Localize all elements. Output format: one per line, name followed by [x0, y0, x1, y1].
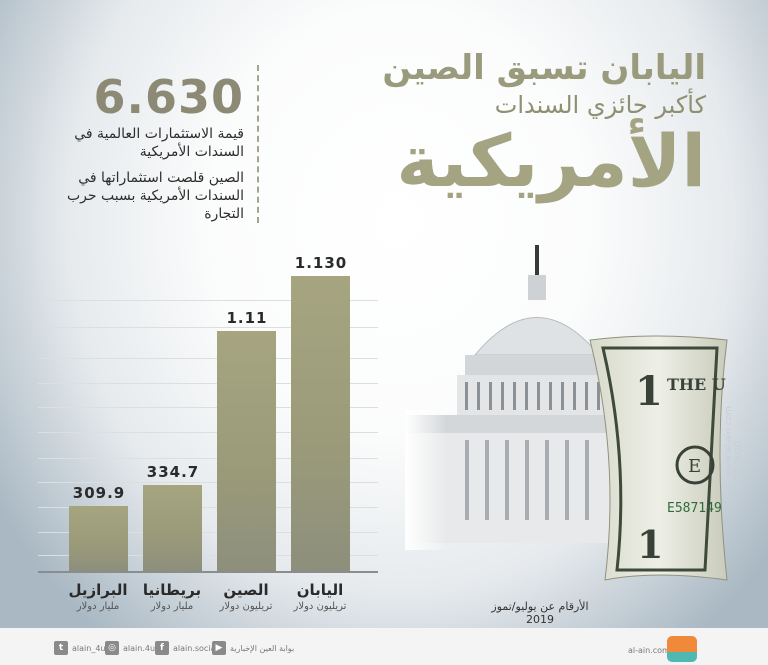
svg-text:1: 1: [637, 522, 663, 567]
gridline: [38, 555, 378, 556]
bar-brazil: [69, 506, 128, 571]
unit-label: مليار دولار: [150, 601, 194, 612]
twitter-handle: alain_4u: [72, 643, 106, 653]
gridline: [38, 407, 378, 408]
bar-value-brazil: 309.9: [72, 484, 126, 502]
twitter-link[interactable]: t alain_4u: [54, 640, 105, 656]
youtube-channel: بوابة العين الإخبارية: [230, 643, 295, 653]
headline: اليابان تسبق الصين كأكبر حائزي السندات ا…: [366, 48, 706, 202]
site-url[interactable]: al-ain.com: [628, 646, 670, 655]
stat-description-1: قيمة الاستثمارات العالمية في السندات الأ…: [74, 126, 244, 160]
svg-text:E: E: [688, 456, 701, 477]
headline-line-2: كأكبر حائزي السندات: [494, 91, 706, 119]
copyright-watermark: © www.al-ain.com 2019-2020: [724, 405, 744, 490]
category-britain: بريطانيا مليار دولار: [132, 580, 212, 614]
x-axis-baseline: [38, 571, 378, 573]
bar-japan: [291, 276, 350, 571]
svg-text:E587149: E587149: [667, 501, 722, 516]
category-brazil: البرازيل مليار دولار: [58, 580, 138, 614]
instagram-handle: alain.4u: [123, 643, 156, 653]
instagram-icon: ◎: [105, 641, 119, 655]
unit-label: تريليون دولار: [219, 601, 273, 612]
data-date-note: الأرقام عن يوليو/تموز 2019: [491, 600, 589, 626]
svg-text:THE U: THE U: [667, 375, 726, 394]
bar-chart: 309.9 334.7 1.11 1.130: [38, 250, 378, 575]
dashed-divider: [257, 65, 259, 223]
category-label: اليابان: [296, 581, 344, 599]
bar-britain: [143, 485, 202, 571]
gridline: [38, 327, 378, 328]
facebook-icon: f: [155, 641, 169, 655]
bar-value-china: 1.11: [226, 309, 268, 327]
gridline: [38, 458, 378, 459]
svg-text:1: 1: [635, 368, 663, 415]
bar-china: [217, 331, 276, 571]
capitol-icon: [405, 245, 635, 550]
instagram-link[interactable]: ◎ alain.4u: [105, 640, 155, 656]
unit-label: تريليون دولار: [293, 601, 347, 612]
youtube-icon: ▶: [212, 641, 226, 655]
gridline: [38, 383, 378, 384]
capitol-and-dollar-illustration: 1 THE U E E587149 1: [405, 245, 728, 581]
headline-line-3: الأمريكية: [396, 119, 706, 203]
bar-value-japan: 1.130: [294, 254, 348, 272]
twitter-icon: t: [54, 641, 68, 655]
facebook-handle: alain.social: [173, 643, 218, 653]
gridline: [38, 532, 378, 533]
youtube-link[interactable]: ▶ بوابة العين الإخبارية: [212, 640, 294, 656]
stat-description-2: الصين قلصت استثماراتها في السندات الأمري…: [66, 170, 244, 222]
bar-value-britain: 334.7: [146, 463, 200, 481]
gridline: [38, 300, 378, 301]
gridline: [38, 432, 378, 433]
category-label: البرازيل: [68, 581, 128, 599]
total-investment-value: 6.630: [93, 70, 244, 124]
category-japan: اليابان تريليون دولار: [280, 580, 360, 614]
dollar-bill-icon: 1 THE U E E587149 1: [589, 335, 728, 581]
facebook-link[interactable]: f alain.social: [155, 640, 218, 656]
gridline: [38, 482, 378, 483]
category-label: بريطانيا: [142, 581, 202, 599]
category-china: الصين تريليون دولار: [206, 580, 286, 614]
infographic-panel: اليابان تسبق الصين كأكبر حائزي السندات ا…: [0, 0, 768, 628]
headline-line-1: اليابان تسبق الصين: [382, 48, 706, 88]
gridline: [38, 507, 378, 508]
stat-description: قيمة الاستثمارات العالمية في السندات الأ…: [60, 125, 244, 231]
gridline: [38, 358, 378, 359]
category-label: الصين: [223, 581, 269, 599]
unit-label: مليار دولار: [76, 601, 120, 612]
al-ain-logo: [667, 636, 697, 662]
